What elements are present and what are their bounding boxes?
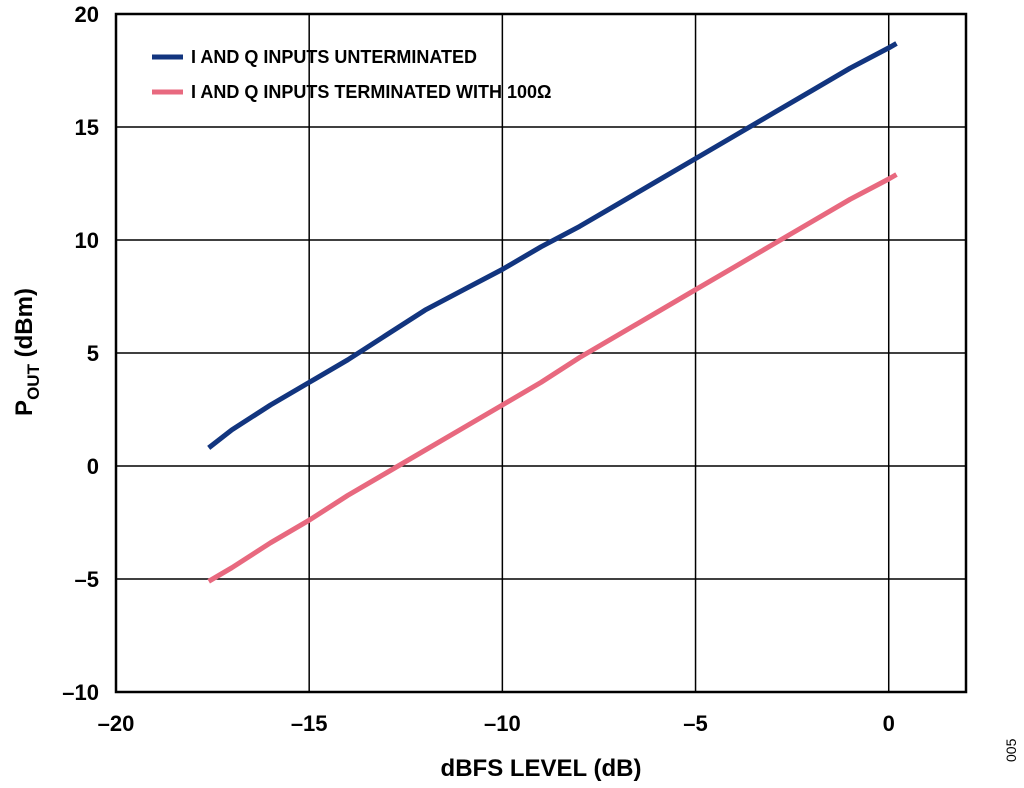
x-tick-label: –10 (484, 711, 521, 736)
y-tick-label: 5 (87, 341, 99, 366)
plot-frame (114, 12, 968, 694)
x-tick-label: –15 (291, 711, 328, 736)
x-tick-label: –5 (683, 711, 707, 736)
y-axis-title-subscript: OUT (24, 363, 43, 400)
y-axis-ticks: –10 –5 0 5 10 15 20 (62, 2, 99, 705)
series-line-2 (207, 172, 898, 584)
x-tick-label: 0 (883, 711, 895, 736)
legend-label-2: I AND Q INPUTS TERMINATED WITH 100Ω (191, 82, 551, 102)
y-tick-label: 10 (75, 228, 99, 253)
y-axis-title-unit: (dBm) (11, 288, 38, 364)
y-tick-label: 15 (75, 115, 99, 140)
x-tick-label: –20 (98, 711, 135, 736)
y-tick-label: –10 (62, 680, 99, 705)
y-axis-title: POUT (dBm) (11, 288, 43, 416)
legend-label-1: I AND Q INPUTS UNTERMINATED (191, 47, 477, 67)
x-axis-title: dBFS LEVEL (dB) (441, 755, 642, 782)
grid-lines (116, 14, 966, 692)
y-tick-label: 20 (75, 2, 99, 27)
y-axis-title-main: P (11, 400, 38, 416)
legend: I AND Q INPUTS UNTERMINATED I AND Q INPUT… (152, 47, 551, 102)
x-axis-ticks: –20 –15 –10 –5 0 (98, 711, 895, 736)
y-tick-label: –5 (75, 567, 99, 592)
figure-id: 005 (1003, 738, 1019, 762)
series-line-1 (207, 41, 898, 450)
y-tick-label: 0 (87, 454, 99, 479)
series-layer (207, 41, 898, 584)
